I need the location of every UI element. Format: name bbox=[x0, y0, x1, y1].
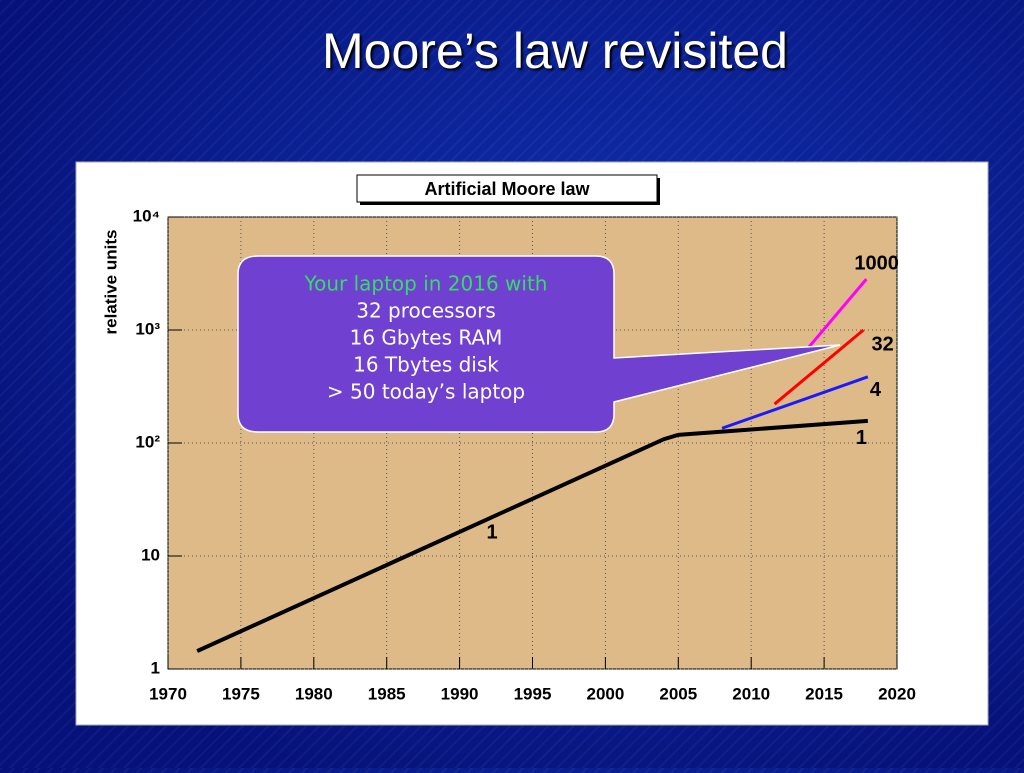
series-line bbox=[773, 328, 865, 406]
callout-text: 16 Gbytes RAM bbox=[350, 326, 503, 350]
x-tick-label: 1985 bbox=[368, 684, 406, 703]
callout-text: 32 processors bbox=[356, 299, 496, 323]
series-label: 32 bbox=[871, 333, 893, 355]
callout: Your laptop in 2016 with 32 processors 16 … bbox=[304, 272, 548, 404]
x-tick-label: 1975 bbox=[222, 684, 260, 703]
callout-text: 16 Tbytes disk bbox=[353, 353, 499, 377]
chart-title: Artificial Moore law bbox=[424, 179, 590, 199]
callout-text: Your laptop in 2016 with bbox=[304, 272, 548, 296]
x-tick-label: 2000 bbox=[586, 684, 624, 703]
slide-title: Moore’s law revisited bbox=[322, 23, 788, 79]
y-tick-label: 10³ bbox=[135, 319, 160, 338]
title-box bbox=[356, 174, 658, 203]
plot: 1970 1975 1980 1985 1990 1995 2000 2005 2010 2015… bbox=[133, 206, 916, 703]
line-annotation: 1 bbox=[486, 521, 497, 543]
y-axis-label: relative units bbox=[101, 230, 120, 335]
callout-bubble bbox=[237, 255, 841, 433]
series-line bbox=[196, 418, 868, 653]
y-tick-label: 1 bbox=[151, 658, 160, 677]
series-label: 1000 bbox=[854, 252, 899, 274]
series-line bbox=[721, 375, 869, 430]
x-tick-label: 2020 bbox=[878, 684, 916, 703]
x-tick-label: 2005 bbox=[659, 684, 697, 703]
series-line bbox=[806, 278, 868, 350]
callout-text: > 50 today’s laptop bbox=[327, 380, 525, 404]
y-tick-label: 10² bbox=[135, 432, 160, 451]
x-tick-label: 2015 bbox=[805, 684, 843, 703]
x-tick-label: 1995 bbox=[514, 684, 552, 703]
y-tick-label: 10⁴ bbox=[133, 206, 160, 225]
x-tick-label: 1990 bbox=[441, 684, 479, 703]
x-tick-label: 2010 bbox=[732, 684, 770, 703]
y-tick-label: 10 bbox=[141, 545, 160, 564]
series-label: 4 bbox=[870, 379, 882, 401]
series-label: 1 bbox=[856, 427, 867, 449]
x-tick-label: 1970 bbox=[149, 684, 187, 703]
x-tick-label: 1980 bbox=[295, 684, 333, 703]
